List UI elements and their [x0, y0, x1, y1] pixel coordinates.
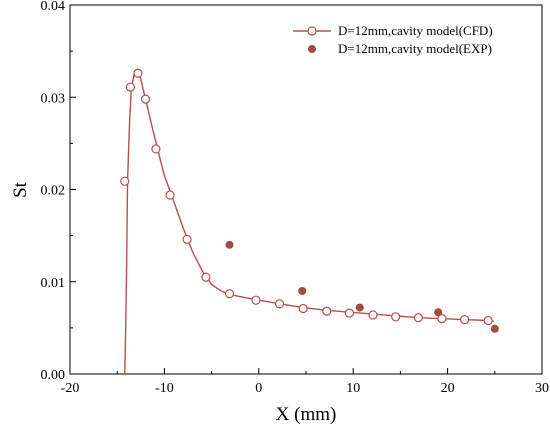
- y-tick-label: 0.00: [41, 368, 66, 383]
- cfd-data-point: [151, 144, 161, 154]
- cfd-data-point: [344, 308, 355, 318]
- axis-ticks: [69, 4, 543, 375]
- y-tick-label: 0.04: [41, 0, 66, 14]
- cfd-series-line: [124, 68, 494, 375]
- cfd-data-point: [437, 314, 447, 324]
- legend-cfd-label: D=12mm,cavity model(CFD): [338, 23, 493, 38]
- cfd-data-point: [224, 289, 235, 299]
- cfd-data-point: [483, 315, 493, 326]
- tick-labels: -20 -10 0 10 20 30 0.00 0.01 0.02 0.03 0.04: [41, 0, 550, 396]
- cfd-data-point: [298, 303, 308, 314]
- x-tick-label: 20: [441, 381, 455, 396]
- cfd-data-point: [140, 94, 151, 104]
- exp-data-point: [355, 303, 364, 312]
- cfd-data-point: [201, 272, 211, 282]
- exp-data-point: [434, 308, 443, 317]
- cfd-data-point: [368, 310, 378, 320]
- cfd-data-point: [165, 190, 175, 200]
- x-tick-label: 10: [346, 381, 360, 396]
- x-tick-label: 0: [255, 381, 262, 396]
- y-axis-title: St: [10, 181, 31, 198]
- exp-data-point: [225, 240, 234, 249]
- y-tick-label: 0.01: [41, 276, 66, 291]
- x-axis-title: X (mm): [276, 404, 337, 425]
- x-tick-label: 30: [535, 381, 549, 396]
- y-tick-label: 0.03: [41, 91, 66, 106]
- exp-data-point: [298, 286, 307, 295]
- legend-exp-marker: [308, 45, 316, 53]
- series-layer: [120, 68, 499, 375]
- legend-cfd-marker: [307, 26, 317, 36]
- legend-exp-label: D=12mm,cavity model(EXP): [338, 41, 492, 56]
- cfd-data-point: [133, 68, 143, 78]
- x-tick-label: -10: [155, 381, 174, 396]
- cfd-data-point: [391, 312, 401, 322]
- cfd-data-point: [413, 313, 423, 323]
- cfd-data-point: [274, 299, 285, 309]
- legend: D=12mm,cavity model(CFD) D=12mm,cavity m…: [293, 23, 493, 56]
- cfd-data-point: [251, 295, 261, 305]
- cfd-data-point: [120, 176, 130, 186]
- cfd-data-point: [125, 82, 136, 92]
- y-tick-label: 0.02: [41, 184, 66, 199]
- cfd-data-point: [459, 314, 470, 325]
- exp-data-point: [490, 324, 499, 333]
- plot-frame: [69, 4, 543, 375]
- cfd-data-point: [182, 234, 192, 244]
- cfd-data-point: [322, 306, 332, 316]
- x-tick-label: -20: [61, 381, 80, 396]
